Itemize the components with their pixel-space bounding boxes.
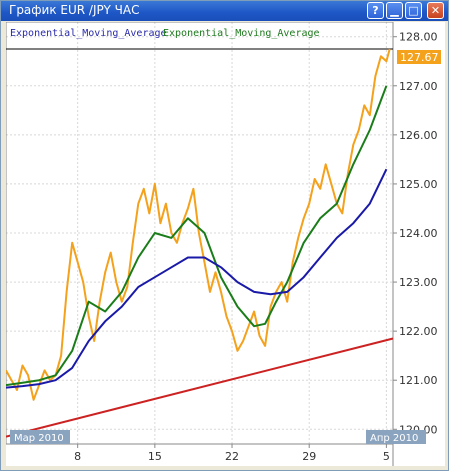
close-button[interactable]: ✕ bbox=[427, 2, 444, 19]
price-series-line bbox=[6, 48, 391, 401]
legend-series-1: Exponential_Moving_Average bbox=[10, 28, 167, 39]
x-axis-ticks: 8 15 22 29 5 bbox=[74, 444, 390, 463]
minimize-icon: ▁ bbox=[390, 4, 399, 17]
price-tag bbox=[397, 50, 441, 64]
legend-series-2: Exponential_Moving_Average bbox=[163, 28, 320, 39]
title-bar[interactable]: График EUR /JPY ЧАС ? ▁ □ ✕ bbox=[1, 1, 448, 21]
y-tick-label: 123.00 bbox=[399, 276, 438, 289]
y-tick-label: 126.00 bbox=[399, 129, 438, 142]
price-tag-value: 127.67 bbox=[400, 51, 439, 64]
ema-fast-line bbox=[6, 85, 388, 387]
trendline[interactable] bbox=[6, 337, 394, 438]
x-tick-label: 22 bbox=[225, 450, 239, 463]
y-tick-label: 122.00 bbox=[399, 325, 438, 338]
month-label-right: Апр 2010 bbox=[370, 433, 418, 444]
maximize-icon: □ bbox=[408, 4, 419, 17]
help-button[interactable]: ? bbox=[367, 2, 384, 19]
y-tick-label: 128.00 bbox=[399, 31, 438, 44]
month-label-right-bg bbox=[366, 430, 426, 444]
price-chart[interactable]: Exponential_Moving_Average Exponential_M… bbox=[6, 22, 445, 466]
month-label-left-bg bbox=[10, 430, 70, 444]
ema-slow-line bbox=[6, 168, 388, 389]
y-tick-label: 124.00 bbox=[399, 227, 438, 240]
window-title: График EUR /JPY ЧАС bbox=[9, 3, 140, 17]
x-tick-label: 5 bbox=[383, 450, 390, 463]
y-tick-label: 127.00 bbox=[399, 80, 438, 93]
x-tick-label: 15 bbox=[148, 450, 162, 463]
y-tick-label: 121.00 bbox=[399, 374, 438, 387]
minimize-button[interactable]: ▁ bbox=[386, 2, 403, 19]
help-icon: ? bbox=[372, 4, 379, 17]
maximize-button[interactable]: □ bbox=[405, 2, 422, 19]
x-tick-label: 29 bbox=[302, 450, 316, 463]
close-icon: ✕ bbox=[430, 4, 441, 17]
series-layer bbox=[6, 48, 391, 401]
x-tick-label: 8 bbox=[74, 450, 81, 463]
y-tick-label: 125.00 bbox=[399, 178, 438, 191]
month-label-left: Мар 2010 bbox=[14, 433, 64, 444]
y-axis-ticks: 120.00121.00122.00123.00124.00125.00126.… bbox=[393, 31, 438, 436]
